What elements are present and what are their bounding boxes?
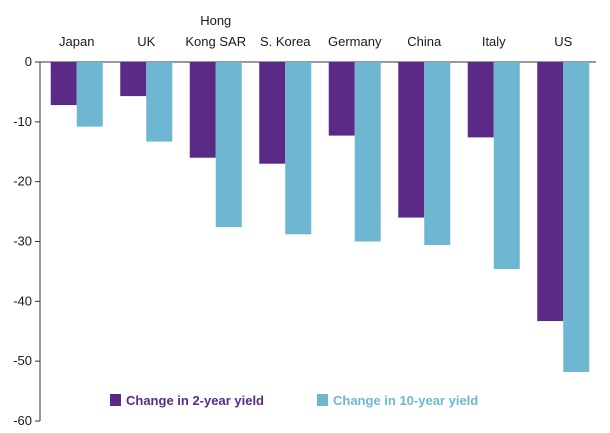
bar-2yr: [537, 62, 564, 322]
bar-2yr: [467, 62, 494, 138]
y-tick-label: -50: [13, 353, 32, 368]
bar-10yr: [146, 62, 173, 142]
y-tick-label: -60: [13, 413, 32, 428]
bar-10yr: [493, 62, 520, 270]
bars: [50, 62, 590, 372]
category-label: UK: [137, 34, 155, 49]
bar-2yr: [398, 62, 425, 218]
legend: Change in 2-year yield Change in 10-year …: [110, 393, 478, 408]
legend-swatch: [317, 394, 328, 406]
legend-label: Change in 2-year yield: [126, 393, 264, 408]
y-tick-label: 0: [25, 54, 32, 69]
bar-10yr: [285, 62, 312, 235]
bar-10yr: [76, 62, 103, 127]
y-tick-label: -40: [13, 293, 32, 308]
bar-10yr: [563, 62, 590, 372]
bar-2yr: [328, 62, 355, 136]
category-label: S. Korea: [260, 34, 311, 49]
y-tick-label: -30: [13, 234, 32, 249]
bar-2yr: [50, 62, 77, 106]
category-label: Germany: [328, 34, 382, 49]
bar-10yr: [424, 62, 451, 246]
y-tick-label: -20: [13, 174, 32, 189]
bar-2yr: [120, 62, 147, 97]
category-label: Kong SAR: [185, 34, 246, 49]
category-label: Japan: [59, 34, 94, 49]
y-tick-label: -10: [13, 114, 32, 129]
category-label: Hong: [200, 13, 231, 28]
bar-2yr: [259, 62, 286, 164]
category-label: Italy: [482, 34, 506, 49]
legend-swatch: [110, 394, 121, 406]
legend-label: Change in 10-year yield: [333, 393, 478, 408]
bar-10yr: [354, 62, 381, 242]
category-label: US: [554, 34, 572, 49]
category-label: China: [407, 34, 442, 49]
category-labels: Japan UK Hong Kong SAR S. Korea Germany China I…: [59, 13, 573, 49]
bar-10yr: [215, 62, 242, 228]
bar-2yr: [189, 62, 216, 158]
